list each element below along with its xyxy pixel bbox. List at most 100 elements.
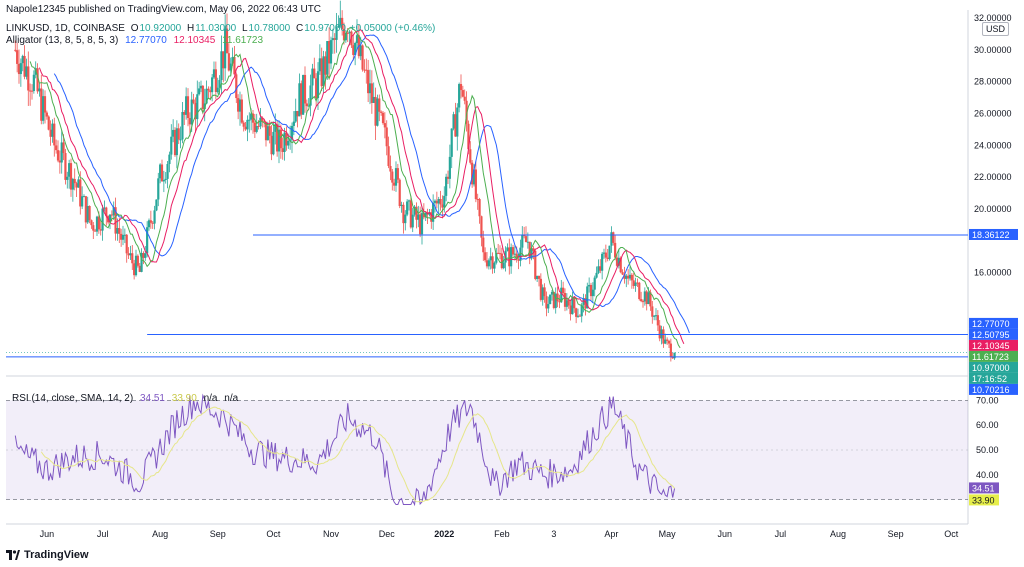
candle (79, 179, 82, 207)
candle (123, 234, 126, 236)
axes: 16.00000 20.00000 22.00000 24.00000 26.00000… (40, 13, 1018, 539)
candle (194, 102, 197, 120)
time-tick-label: Apr (604, 529, 618, 539)
candle (222, 51, 225, 69)
candle (36, 68, 39, 92)
candle (229, 63, 232, 71)
price-tag-label: 12.50795 (972, 330, 1010, 340)
candle (575, 308, 578, 317)
candle (660, 329, 663, 339)
candle (29, 90, 32, 92)
candle (240, 99, 243, 123)
tradingview-icon (6, 550, 20, 560)
price-tick-label: 26.00000 (974, 108, 1012, 118)
candle (134, 255, 138, 276)
alligator-label[interactable]: Alligator (13, 8, 5, 8, 5, 3) (6, 35, 119, 46)
rsi-pane[interactable] (6, 393, 968, 507)
time-tick-label: Sep (210, 529, 226, 539)
time-tick-label: 3 (551, 529, 556, 539)
candle (318, 58, 321, 72)
candle (381, 112, 385, 124)
candle (136, 255, 139, 266)
candle (361, 45, 364, 70)
price-tag (969, 383, 1018, 395)
candle (363, 69, 366, 71)
candle (478, 199, 481, 217)
candle (500, 253, 503, 269)
candle (619, 257, 622, 273)
price-tick-label: 28.00000 (974, 77, 1012, 87)
candle (515, 253, 518, 260)
candle (38, 88, 41, 92)
candle (597, 266, 600, 273)
candle (550, 291, 554, 295)
candle (521, 234, 524, 248)
candle (610, 232, 613, 246)
currency-badge[interactable]: USD (982, 22, 1010, 36)
price-pane[interactable] (6, 0, 968, 362)
candle (66, 176, 69, 180)
candle (469, 149, 472, 163)
candle (320, 58, 323, 87)
candle (94, 230, 97, 232)
candle (608, 245, 611, 259)
candle (667, 340, 671, 344)
candle (402, 204, 405, 224)
candle (389, 165, 392, 172)
symbol-label[interactable]: LINKUSD, 1D, COINBASE (6, 23, 125, 34)
rsi-label[interactable]: RSI (14, close, SMA, 14, 2) (12, 393, 134, 404)
candle (599, 266, 602, 271)
candle (168, 154, 171, 165)
candle (420, 213, 424, 235)
legend-rsi: RSI (14, close, SMA, 14, 2) 34.51 33.90 … (12, 393, 238, 404)
candle (53, 123, 56, 146)
candle (147, 220, 151, 228)
candle (212, 69, 216, 78)
price-tag (969, 228, 1018, 240)
candle (201, 85, 204, 110)
candle (378, 98, 381, 112)
candle (370, 83, 373, 103)
time-tick-label: Jun (40, 529, 55, 539)
candle (272, 131, 275, 155)
candle (584, 298, 587, 309)
candle (56, 150, 60, 161)
grid-lines (6, 10, 969, 525)
candle (617, 257, 620, 266)
time-tick-label: Oct (944, 529, 959, 539)
candle (198, 88, 201, 95)
candle (159, 164, 162, 179)
candle (651, 306, 654, 317)
candle (302, 74, 305, 115)
candle (307, 105, 310, 107)
candle (326, 41, 329, 75)
candle (601, 253, 604, 271)
candle (634, 282, 637, 286)
candle (281, 148, 284, 152)
candle (121, 234, 125, 240)
candle (175, 128, 178, 156)
candle (563, 292, 567, 307)
candle (264, 121, 268, 141)
candle (391, 171, 394, 183)
rsi-line (14, 393, 676, 507)
candle (409, 200, 412, 228)
candle (398, 179, 401, 207)
candle (263, 121, 266, 123)
candle (179, 139, 182, 141)
candle (47, 116, 50, 130)
candle (456, 107, 459, 137)
candle (374, 96, 377, 126)
candle (290, 125, 294, 140)
candle (480, 216, 483, 238)
candle (157, 178, 160, 200)
high-value: 11.03000 (195, 23, 237, 34)
candle (443, 195, 446, 208)
candle (172, 129, 175, 137)
candle (604, 252, 607, 258)
candle (274, 124, 277, 132)
tradingview-logo[interactable]: TradingView (6, 549, 89, 561)
candle (216, 87, 219, 93)
candle (103, 207, 106, 209)
